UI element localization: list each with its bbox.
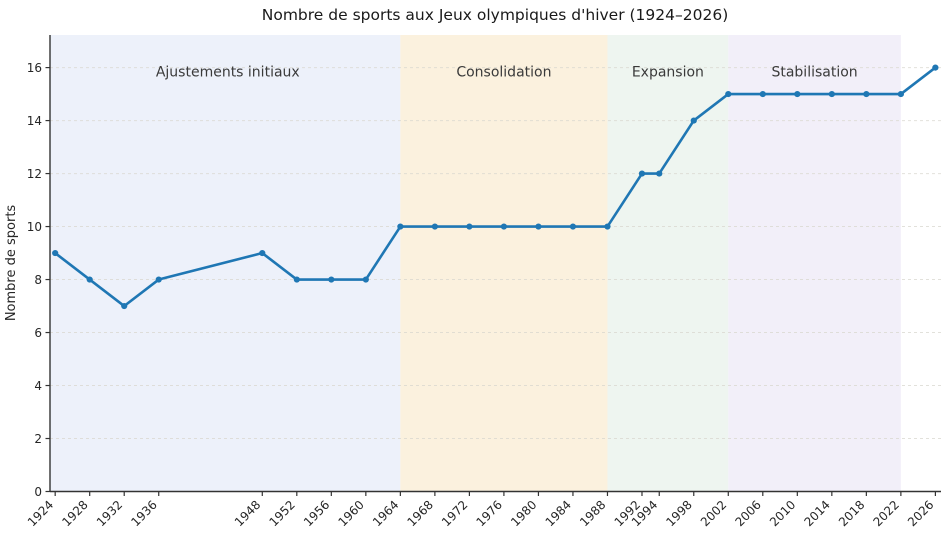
data-point [656,170,663,177]
region-label: Expansion [632,65,704,81]
y-tick-label: 14 [27,114,42,128]
plot-area: Ajustements initiaux Consolidation Expansi… [25,35,941,529]
x-tick-label: 1956 [301,498,332,529]
y-tick-label: 4 [34,379,42,393]
data-point [500,223,508,230]
data-point [897,90,904,98]
data-point [569,223,577,230]
x-tick-label: 1952 [266,498,297,529]
x-tick-label: 1998 [663,498,694,529]
data-point [638,170,646,177]
x-tick-label: 1948 [232,498,263,529]
x-tick-label: 2018 [836,498,867,529]
data-point [794,90,801,98]
x-tick-label: 2022 [870,498,901,529]
y-tick-label: 16 [27,61,42,75]
data-point [328,276,335,283]
data-point [466,223,473,230]
x-tick-label: 1976 [474,498,505,529]
data-point [52,249,59,257]
x-tick-label: 1972 [439,498,470,529]
x-tick-label: 1928 [59,498,90,529]
x-tick-label: 2010 [767,498,798,529]
x-tick-label: 1980 [508,498,539,529]
x-tick-label: 1932 [94,498,125,529]
data-point [362,276,369,283]
data-point [431,223,438,230]
data-point [121,302,128,310]
y-tick-label: 0 [34,485,42,499]
y-tick-label: 2 [34,432,42,446]
x-tick-label: 1964 [370,498,401,529]
chart-title: Nombre de sports aux Jeux olympiques d'h… [262,6,729,24]
data-point [259,249,266,257]
data-point [932,64,939,71]
data-point [155,276,162,283]
data-point [535,223,542,230]
data-point [690,117,697,124]
region-label: Ajustements initiaux [156,65,300,81]
region-label: Stabilisation [771,65,857,81]
y-axis-label: Nombre de sports [4,205,19,322]
region-band [400,35,608,492]
x-tick-label: 1984 [543,498,574,529]
x-tick-label: 1924 [25,498,56,529]
data-point [863,90,870,98]
y-tick-label: 12 [27,167,42,181]
x-tick-label: 2002 [698,498,729,529]
data-point [759,90,766,98]
region-label: Consolidation [456,65,551,81]
data-point [397,223,404,230]
x-tick-label: 1936 [128,498,159,529]
region-band [607,35,729,492]
region-band [728,35,901,492]
y-tick-label: 10 [27,220,42,234]
data-point [86,276,93,283]
x-tick-label: 2006 [732,498,763,529]
data-point [293,276,300,283]
x-tick-label: 1968 [404,498,435,529]
y-tick-label: 8 [34,273,42,287]
y-tick-label: 6 [34,326,42,340]
x-tick-label: 2014 [801,498,832,529]
data-point [828,90,835,98]
x-tick-label: 1988 [577,498,608,529]
x-tick-label: 2026 [905,498,936,529]
data-point [604,223,611,230]
x-tick-label: 1960 [335,498,366,529]
data-point [725,90,732,98]
